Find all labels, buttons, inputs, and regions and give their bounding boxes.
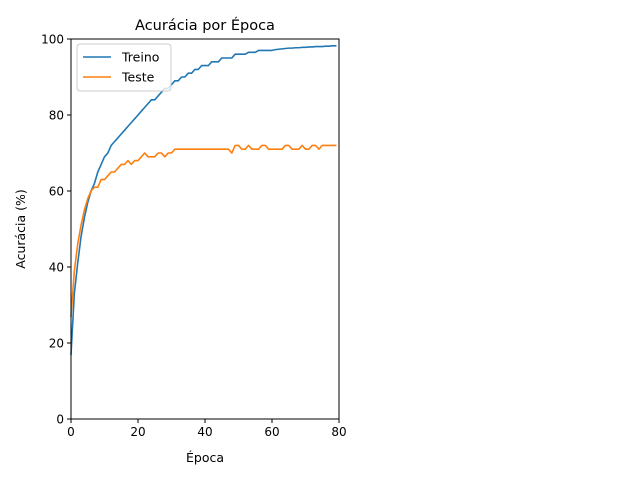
chart-title: Acurácia por Época (135, 17, 275, 34)
y-tick-label-100: 100 (41, 33, 64, 47)
legend: Treino Teste (76, 43, 172, 92)
y-tick-label-0: 0 (56, 413, 64, 427)
y-tick-label-80: 80 (49, 109, 64, 123)
x-tick-label-80: 80 (331, 425, 346, 439)
y-tick-label-20: 20 (49, 337, 64, 351)
x-axis-label: Época (186, 450, 224, 465)
series-layer (70, 45, 337, 356)
y-tick-label-60: 60 (49, 185, 64, 199)
legend-label-teste: Teste (121, 70, 155, 85)
x-tick-label-60: 60 (264, 425, 279, 439)
legend-box (76, 43, 172, 92)
x-tick-label-40: 40 (197, 425, 212, 439)
tick-layer: 0 20 40 60 80 0 20 40 60 80 100 (41, 33, 347, 440)
y-axis-label: Acurácia (%) (13, 189, 28, 269)
x-tick-label-0: 0 (67, 425, 75, 439)
legend-label-treino: Treino (121, 50, 159, 65)
plot-frame (70, 38, 340, 420)
series-line-teste (70, 144, 337, 318)
y-tick-label-40: 40 (49, 261, 64, 275)
series-line-treino (70, 45, 337, 356)
x-tick-label-20: 20 (130, 425, 145, 439)
